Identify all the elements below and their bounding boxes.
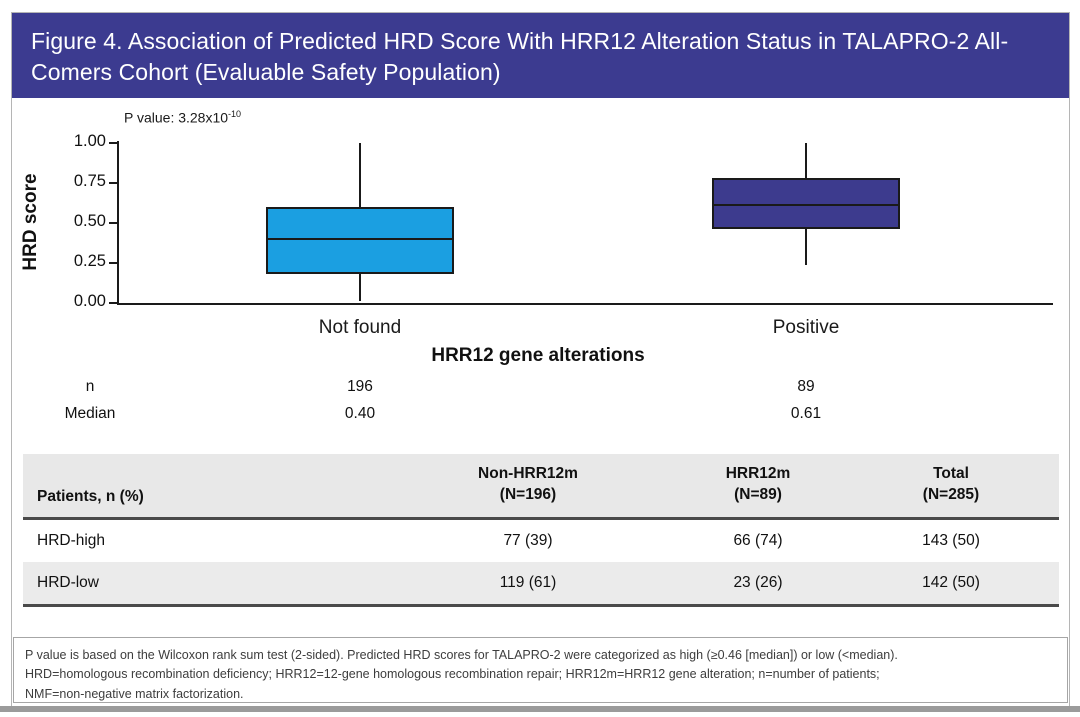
footnote-line-3: NMF=non-negative matrix factorization. xyxy=(25,686,244,701)
table-header-non-hrr12m: Non-HRR12m (N=196) xyxy=(383,454,673,520)
p-value-label: P value: 3.28x10-10 xyxy=(124,109,241,126)
y-tick-label: 1.00 xyxy=(73,132,106,150)
figure-card: Figure 4. Association of Predicted HRD S… xyxy=(11,12,1070,707)
figure-content: P value: 3.28x10-10 HRD score 1.00 0.75 … xyxy=(12,98,1069,706)
table-cell: 66 (74) xyxy=(733,531,783,549)
header-line2: (N=285) xyxy=(922,485,980,503)
y-tick-mark xyxy=(109,182,117,184)
stat-row-median: Median 0.40 0.61 xyxy=(12,405,1069,425)
x-axis-title: HRR12 gene alterations xyxy=(431,345,645,366)
box-rect xyxy=(712,178,900,230)
category-label-positive: Positive xyxy=(772,317,840,338)
header-line2: (N=196) xyxy=(499,485,557,503)
footnote-line-2: HRD=homologous recombination deficiency;… xyxy=(25,667,880,682)
y-tick-label: 0.75 xyxy=(73,172,106,190)
header-line1: Non-HRR12m xyxy=(478,465,578,482)
table-header-hrr12m: HRR12m (N=89) xyxy=(673,454,843,520)
stat-label-n: n xyxy=(85,378,95,395)
table-header-total: Total (N=285) xyxy=(843,454,1059,520)
p-value-base: P value: 3.28x10 xyxy=(124,109,229,126)
figure-title: Figure 4. Association of Predicted HRD S… xyxy=(31,28,1009,85)
table-cell-label: HRD-low xyxy=(23,561,383,607)
figure-title-bar: Figure 4. Association of Predicted HRD S… xyxy=(12,13,1069,98)
table-row-hrd-high: HRD-high 77 (39) 66 (74) 143 (50) xyxy=(23,518,1059,562)
box-median-line xyxy=(266,238,454,240)
y-axis-title: HRD score xyxy=(20,173,41,271)
table-row-hrd-low: HRD-low 119 (61) 23 (26) 142 (50) xyxy=(23,561,1059,607)
stat-value-median-positive: 0.61 xyxy=(790,405,822,422)
table-cell: 119 (61) xyxy=(383,561,673,607)
y-tick-mark xyxy=(109,222,117,224)
table-cell-label: HRD-high xyxy=(37,531,106,549)
y-tick-mark xyxy=(109,302,117,304)
table-header-patients: Patients, n (%) xyxy=(23,454,383,520)
table-cell: 23 (26) xyxy=(673,561,843,607)
bottom-edge-bar xyxy=(0,706,1080,712)
stat-value-n-not-found: 196 xyxy=(347,378,373,395)
table-cell: 142 (50) xyxy=(843,561,1059,607)
stat-label-median: Median xyxy=(64,405,116,422)
p-value-exponent: -10 xyxy=(228,109,242,119)
footnote-line-1: P value is based on the Wilcoxon rank su… xyxy=(25,648,898,662)
category-label-not-found: Not found xyxy=(318,317,402,338)
header-line1: HRR12m xyxy=(725,465,791,482)
stat-value-median-not-found: 0.40 xyxy=(344,405,376,422)
footnote-box: P value is based on the Wilcoxon rank su… xyxy=(13,637,1068,703)
stat-row-n: n 196 89 xyxy=(12,378,1069,398)
y-axis-line xyxy=(117,141,119,305)
x-axis-line xyxy=(117,303,1053,305)
header-line1: Total xyxy=(933,465,969,482)
stat-value-n-positive: 89 xyxy=(797,378,815,395)
y-tick-label: 0.50 xyxy=(73,212,106,230)
y-tick-label: 0.25 xyxy=(73,252,106,270)
summary-table: Patients, n (%) Non-HRR12m (N=196) HRR12… xyxy=(23,454,1059,607)
header-line2: (N=89) xyxy=(734,485,782,503)
box-rect xyxy=(266,207,454,275)
table-header-row: Patients, n (%) Non-HRR12m (N=196) HRR12… xyxy=(23,454,1059,520)
table-cell: 77 (39) xyxy=(503,531,553,549)
table-cell: 143 (50) xyxy=(922,531,980,549)
y-tick-mark xyxy=(109,262,117,264)
y-tick-mark xyxy=(109,142,117,144)
y-tick-label: 0.00 xyxy=(73,292,106,310)
box-median-line xyxy=(712,204,900,207)
